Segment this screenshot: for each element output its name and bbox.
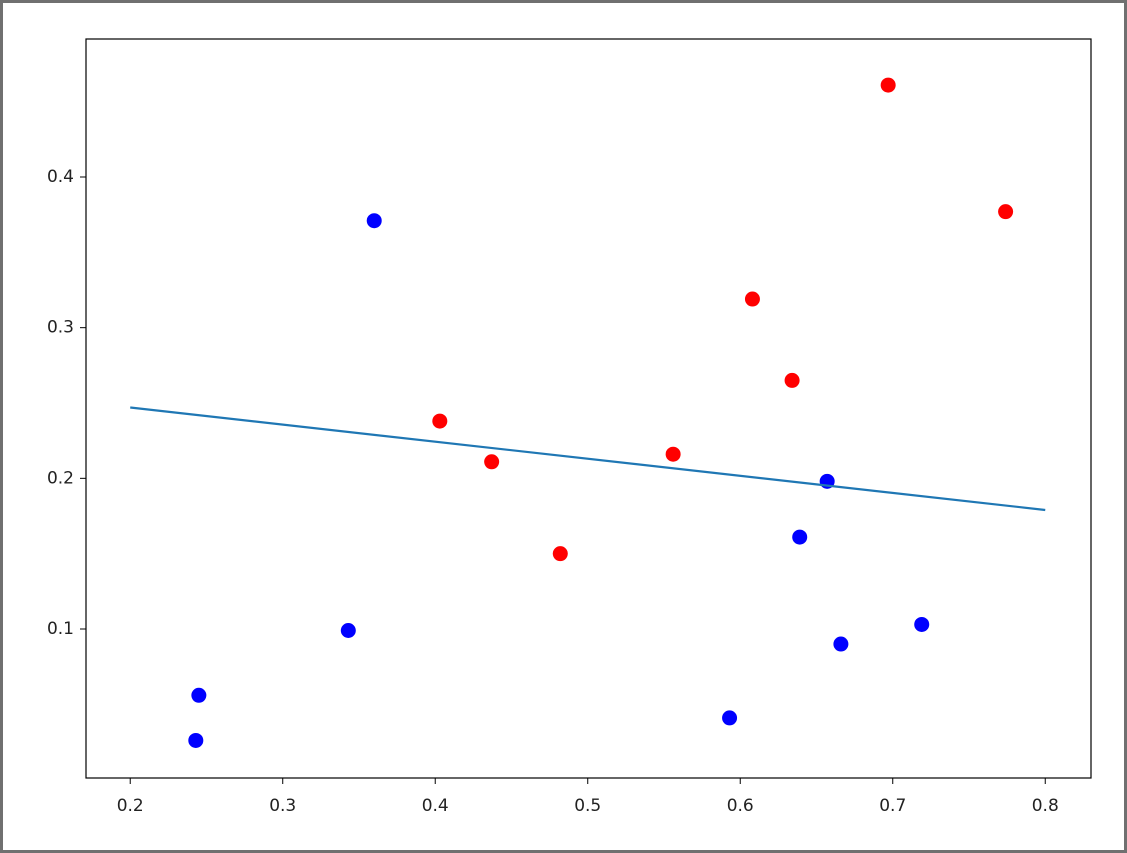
point bbox=[744, 291, 760, 307]
x-tick-label: 0.3 bbox=[269, 796, 296, 816]
point bbox=[191, 687, 207, 703]
x-tick-label: 0.2 bbox=[117, 796, 144, 816]
x-tick-label: 0.6 bbox=[727, 796, 754, 816]
x-tick-label: 0.5 bbox=[574, 796, 601, 816]
x-tick-label: 0.4 bbox=[422, 796, 449, 816]
point bbox=[833, 636, 849, 652]
point bbox=[722, 710, 738, 726]
point bbox=[792, 529, 808, 545]
point bbox=[998, 204, 1014, 220]
point bbox=[784, 372, 800, 388]
point bbox=[340, 623, 356, 639]
trend-line bbox=[130, 406, 1046, 512]
plot-frame bbox=[85, 38, 1092, 779]
point bbox=[665, 446, 681, 462]
x-tick-label: 0.8 bbox=[1032, 796, 1059, 816]
point bbox=[552, 546, 568, 562]
y-tick-label: 0.2 bbox=[47, 468, 74, 488]
y-tick-label: 0.4 bbox=[47, 167, 74, 187]
point bbox=[188, 732, 204, 748]
point bbox=[432, 413, 448, 429]
point bbox=[484, 454, 500, 470]
point bbox=[914, 616, 930, 632]
point bbox=[366, 213, 382, 229]
x-tick-label: 0.7 bbox=[879, 796, 906, 816]
y-tick-label: 0.3 bbox=[47, 318, 74, 338]
point bbox=[880, 77, 896, 93]
y-tick-label: 0.1 bbox=[47, 619, 74, 639]
